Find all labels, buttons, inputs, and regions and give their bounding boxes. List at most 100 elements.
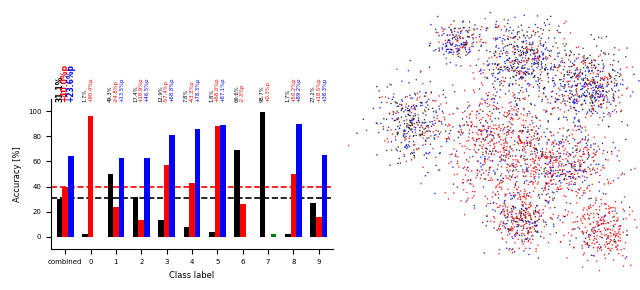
Point (528, 29, 538, 34)
Point (406, 110, 417, 115)
Point (468, 70, 478, 75)
Point (488, 158, 498, 163)
Point (518, 52, 529, 57)
Point (433, 119, 444, 124)
Point (500, 59, 510, 64)
Point (610, 222, 620, 227)
Point (504, 28, 514, 33)
Point (587, 229, 597, 233)
Point (493, 62, 503, 67)
Point (478, 143, 488, 147)
Point (566, 188, 577, 193)
Point (531, 224, 541, 229)
Point (554, 174, 564, 178)
Point (583, 152, 593, 156)
Point (512, 61, 522, 65)
Point (595, 229, 605, 234)
Point (532, 132, 543, 136)
Point (503, 128, 513, 132)
Point (483, 201, 493, 206)
Point (547, 217, 557, 221)
Point (472, 159, 483, 164)
Point (540, 47, 550, 52)
Point (459, 43, 469, 48)
Point (481, 146, 492, 151)
Point (509, 69, 519, 74)
Point (435, 130, 445, 135)
Point (445, 50, 456, 55)
Point (518, 170, 528, 174)
Point (467, 182, 477, 186)
Point (587, 107, 597, 112)
Point (515, 54, 525, 58)
Point (538, 146, 548, 151)
Point (503, 124, 513, 128)
Point (525, 139, 535, 144)
Point (588, 230, 598, 234)
Point (481, 48, 492, 53)
Point (537, 50, 547, 54)
Point (584, 68, 595, 72)
Point (523, 135, 533, 140)
Point (502, 36, 513, 41)
Point (589, 231, 599, 236)
Point (515, 208, 525, 213)
Point (520, 180, 530, 184)
Point (576, 162, 586, 166)
Point (516, 207, 527, 212)
Point (545, 171, 556, 176)
Point (480, 75, 490, 79)
Point (509, 59, 519, 63)
Point (563, 139, 573, 144)
Point (605, 231, 615, 235)
Point (411, 103, 421, 108)
Point (589, 37, 600, 42)
Point (520, 59, 530, 64)
Point (460, 46, 470, 50)
Point (598, 62, 608, 66)
Point (419, 127, 429, 132)
Point (452, 161, 463, 166)
Point (532, 151, 543, 155)
Point (534, 158, 545, 162)
Point (452, 106, 463, 111)
Point (420, 138, 431, 143)
Point (579, 251, 589, 255)
Point (537, 192, 547, 197)
Point (514, 222, 524, 227)
Point (556, 173, 566, 177)
Point (506, 65, 516, 69)
Point (571, 84, 581, 88)
Point (408, 139, 419, 144)
Point (547, 175, 557, 180)
Point (524, 205, 534, 210)
Point (516, 211, 527, 216)
Point (422, 136, 432, 141)
Point (529, 176, 540, 181)
Point (450, 34, 460, 39)
Point (578, 152, 588, 157)
Point (463, 30, 473, 35)
Point (440, 41, 451, 46)
Point (589, 242, 600, 246)
Point (404, 134, 415, 138)
Point (522, 58, 532, 62)
Point (541, 181, 551, 185)
Point (600, 202, 610, 206)
Point (408, 148, 419, 153)
Point (389, 118, 399, 123)
Point (582, 208, 592, 212)
Point (408, 117, 419, 122)
Text: 17.4%: 17.4% (133, 86, 138, 102)
Point (548, 198, 558, 202)
Point (554, 116, 564, 121)
Text: 98.7%: 98.7% (260, 86, 265, 102)
Point (587, 77, 597, 82)
Point (383, 128, 393, 133)
Point (404, 108, 415, 113)
Point (404, 93, 415, 97)
Point (511, 73, 521, 78)
Point (529, 211, 539, 215)
Point (524, 56, 534, 61)
Bar (310, 203, 316, 237)
